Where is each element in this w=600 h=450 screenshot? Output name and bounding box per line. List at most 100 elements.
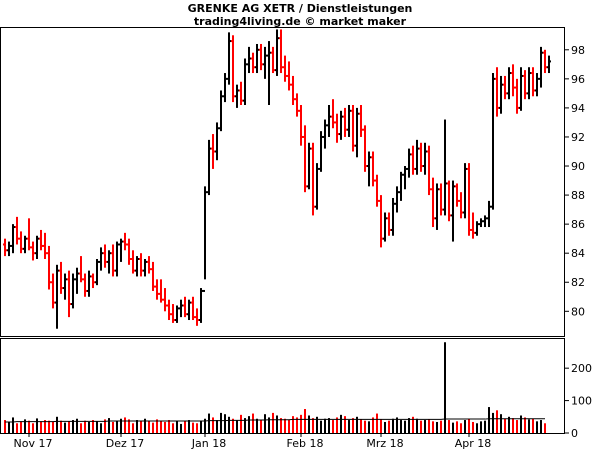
ohlc-bar <box>519 67 523 111</box>
volume-bar <box>80 423 82 433</box>
ohlc-bar <box>307 142 311 190</box>
ohlc-bar <box>447 180 451 222</box>
ohlc-bar <box>47 245 51 290</box>
ohlc-bar <box>367 151 371 187</box>
ohlc-bar <box>539 46 543 88</box>
ohlc-bar <box>395 186 399 213</box>
ohlc-bar <box>323 119 327 149</box>
volume-bar <box>316 416 318 433</box>
volume-bar <box>368 421 370 433</box>
volume-bar <box>320 420 322 433</box>
volume-bar <box>504 418 506 433</box>
volume-bar <box>208 413 210 433</box>
ohlc-bar <box>171 304 175 323</box>
ohlc-bar <box>187 299 191 321</box>
volume-average-line <box>5 418 545 423</box>
volume-bar <box>56 416 58 433</box>
volume-bar <box>148 420 150 433</box>
volume-bar <box>300 414 302 433</box>
volume-bar <box>340 414 342 433</box>
volume-bar <box>244 418 246 433</box>
ohlc-bar <box>431 177 435 228</box>
ohlc-bar <box>467 163 471 236</box>
ohlc-bar <box>343 107 347 137</box>
ohlc-bar <box>199 288 203 323</box>
ohlc-bar <box>311 142 315 216</box>
volume-bar <box>420 420 422 433</box>
ohlc-bar <box>87 270 91 297</box>
date-tick-label: Jan 18 <box>191 437 226 450</box>
volume-bar <box>456 421 458 433</box>
volume-bar <box>468 418 470 433</box>
volume-bars <box>4 342 546 433</box>
price-axis: 80 82 84 86 88 90 92 94 96 98 <box>564 44 585 318</box>
volume-bar <box>432 421 434 433</box>
volume-bar <box>104 419 106 433</box>
volume-bar <box>252 413 254 433</box>
x-axis: Nov 17 Dez 17 Jan 18 Feb 18 Mrz 18 Apr 18 <box>14 433 491 450</box>
volume-bar <box>480 421 482 433</box>
volume-bar <box>128 419 130 433</box>
ohlc-bar <box>27 218 31 251</box>
ohlc-bar <box>123 232 127 251</box>
ohlc-bar <box>379 195 383 248</box>
volume-bar <box>356 416 358 433</box>
volume-tick-label: 100 <box>571 395 592 408</box>
volume-bar <box>516 420 518 433</box>
ohlc-bar <box>255 43 259 74</box>
volume-bar <box>512 418 514 433</box>
volume-bar <box>188 420 190 433</box>
ohlc-bar <box>239 81 243 105</box>
volume-bar <box>280 418 282 433</box>
volume-bar <box>100 423 102 433</box>
volume-bar <box>324 418 326 433</box>
volume-bar <box>416 418 418 433</box>
volume-bar <box>304 409 306 433</box>
volume-bar <box>476 423 478 433</box>
volume-bar <box>64 422 66 433</box>
volume-bar <box>232 418 234 433</box>
volume-bar <box>168 420 170 433</box>
ohlc-bar <box>119 238 123 262</box>
volume-bar <box>116 420 118 433</box>
ohlc-bar <box>499 75 503 114</box>
volume-bar <box>392 418 394 433</box>
volume-bar <box>212 417 214 433</box>
volume-bar <box>260 420 262 433</box>
ohlc-bar <box>147 256 151 274</box>
volume-bar <box>400 420 402 433</box>
ohlc-bar <box>99 247 103 271</box>
volume-bar <box>84 420 86 433</box>
ohlc-bar <box>167 299 171 321</box>
ohlc-bar <box>39 229 43 251</box>
volume-bar <box>344 416 346 433</box>
date-tick-label: Feb 18 <box>287 437 324 450</box>
ohlc-bar <box>175 305 179 323</box>
ohlc-bar <box>251 52 255 74</box>
ohlc-bar <box>111 244 115 277</box>
volume-bar <box>436 421 438 433</box>
ohlc-bar <box>211 134 215 169</box>
ohlc-bar <box>399 171 403 201</box>
ohlc-bar <box>23 235 27 254</box>
volume-panel-frame <box>0 338 565 434</box>
volume-bar <box>496 410 498 433</box>
ohlc-bar <box>319 131 323 172</box>
ohlc-bar <box>75 267 79 294</box>
ohlc-bar <box>259 43 263 71</box>
ohlc-bar <box>231 35 235 103</box>
ohlc-bar <box>191 296 195 321</box>
ohlc-bar <box>59 261 63 294</box>
ohlc-bar <box>291 75 295 105</box>
ohlc-bar <box>263 46 267 79</box>
volume-bar <box>36 418 38 433</box>
ohlc-bar <box>243 58 247 105</box>
volume-bar <box>44 420 46 433</box>
ohlc-bar <box>523 70 527 100</box>
ohlc-bar <box>287 61 291 91</box>
volume-bar <box>220 412 222 433</box>
ohlc-bar <box>495 67 499 117</box>
volume-bar <box>452 422 454 433</box>
ohlc-bar <box>219 90 223 132</box>
volume-bar <box>228 416 230 433</box>
